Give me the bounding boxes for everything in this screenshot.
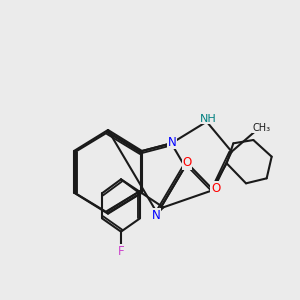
Text: NH: NH <box>200 114 217 124</box>
Text: O: O <box>182 157 192 169</box>
Text: N: N <box>168 136 177 149</box>
Text: CH₃: CH₃ <box>253 123 271 133</box>
Text: O: O <box>211 182 220 195</box>
Text: F: F <box>118 245 124 258</box>
Text: N: N <box>152 209 161 222</box>
